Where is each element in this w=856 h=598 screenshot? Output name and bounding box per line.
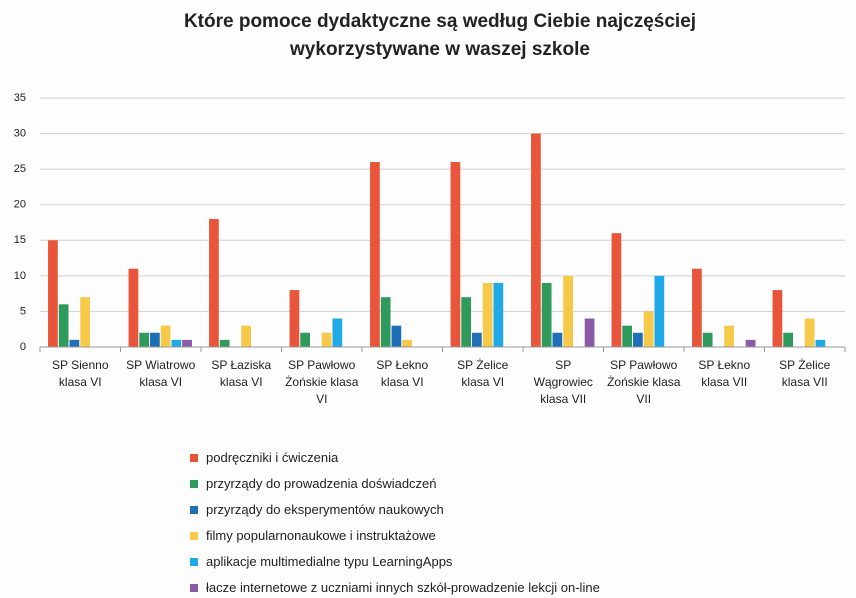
legend-label: łacze internetowe z uczniami innych szkó… [206,580,600,595]
bar [321,332,332,347]
bar [139,332,150,347]
bar [171,339,182,347]
x-tick-label: SP Żelice klasa VII [779,358,831,389]
bar [493,282,504,347]
bar [58,304,69,347]
bar [692,268,702,347]
bar [563,275,573,347]
legend-swatch [190,558,198,566]
bar [461,297,472,347]
bar [611,233,622,347]
bar [804,318,815,347]
bar [48,240,58,347]
x-tick-label: SP Łaziska klasa VI [211,358,272,389]
y-tick-label: 15 [14,234,26,246]
legend-label: przyrządy do eksperymentów naukowych [206,502,444,517]
x-tick-label: SP Łekno klasa VI [376,358,429,389]
bar [241,325,251,347]
x-tick-label: SP Żelice klasa VI [457,358,509,389]
bar [380,297,391,347]
x-tick-label: SP Wiatrowo klasa VI [126,358,196,389]
bar [300,332,311,347]
legend-entry: filmy popularnonaukowe i instruktażowe [190,528,436,543]
bar [531,133,541,347]
y-tick-label: 10 [14,270,26,282]
legend-label: filmy popularnonaukowe i instruktażowe [206,528,436,543]
bar [772,290,783,347]
y-tick-label: 0 [20,341,26,353]
bar [150,332,160,347]
legend-swatch [190,584,198,592]
y-tick-label: 20 [14,199,26,211]
bar [622,325,633,347]
bar [633,332,643,347]
legend-entry: aplikacje multimedialne typu LearningApp… [190,554,452,569]
x-tick-label: SP Łekno klasa VII [698,358,751,389]
y-tick-label: 30 [14,127,26,139]
bar [552,332,563,347]
x-tick-label: SP Sienno klasa VI [52,358,109,389]
bar [402,339,412,347]
bar [219,339,230,347]
legend-swatch [190,506,198,514]
bar [541,282,552,347]
bar [209,218,219,347]
legend-label: podręczniki i ćwiczenia [206,450,339,465]
bar [289,290,300,347]
bar [69,339,80,347]
bar [724,325,734,347]
y-tick-label: 25 [14,163,26,175]
legend-entry: przyrządy do eksperymentów naukowych [190,502,444,517]
bar [128,268,139,347]
bar [332,318,343,347]
y-tick-label: 35 [14,92,26,104]
legend-label: przyrządy do prowadzenia doświadczeń [206,476,437,491]
bar [370,162,380,347]
bar [702,332,713,347]
bar [472,332,482,347]
bar [745,339,756,347]
bar [584,318,595,347]
bar [783,332,794,347]
bar [160,325,171,347]
bar [391,325,402,347]
bar [182,339,192,347]
legend-entry: przyrządy do prowadzenia doświadczeń [190,476,437,491]
bar [654,275,665,347]
bar [643,311,654,347]
y-tick-label: 5 [20,305,26,317]
bar [815,339,826,347]
x-tick-label: SP Wągrowiec klasa VII [533,358,593,406]
chart-title: Które pomoce dydaktyczne są według Ciebi… [183,11,697,60]
bar [450,162,461,347]
x-tick-label: SP Pawłowo Żońskie klasa VI [285,358,359,406]
legend-swatch [190,532,198,540]
bar [80,297,90,347]
x-tick-label: SP Pawłowo Żońskie klasa VII [607,358,681,406]
legend-swatch [190,480,198,488]
legend-entry: podręczniki i ćwiczenia [190,450,338,465]
bar [482,282,493,347]
legend-label: aplikacje multimedialne typu LearningApp… [206,554,453,569]
legend-entry: łacze internetowe z uczniami innych szkó… [190,580,600,595]
legend-swatch [190,454,198,462]
